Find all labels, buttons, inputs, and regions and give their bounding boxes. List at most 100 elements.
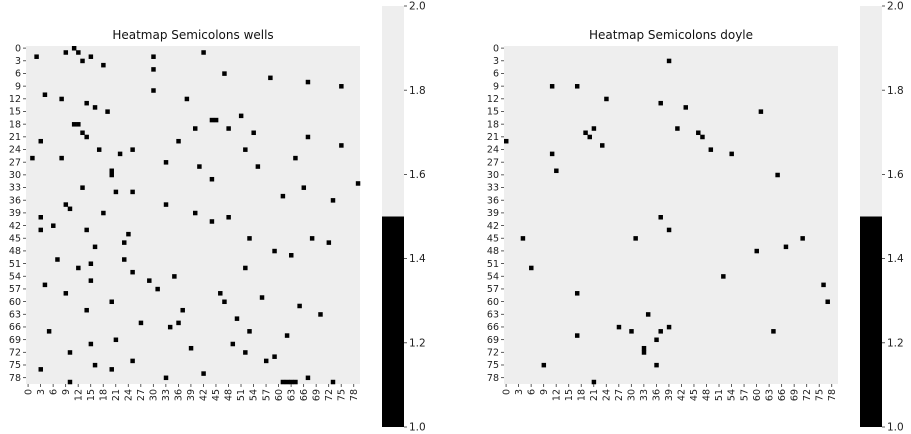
y-tick-label: 57 — [9, 284, 21, 295]
heatmap-cell — [280, 379, 286, 385]
heatmap-cell — [305, 134, 311, 140]
y-tick-label: 48 — [9, 246, 21, 257]
heatmap-background — [504, 46, 838, 384]
y-tick-label: 24 — [9, 145, 21, 156]
y-tick-label: 30 — [9, 170, 21, 181]
heatmap-cell — [176, 320, 181, 326]
y-tick-label: 3 — [15, 56, 21, 67]
x-tick-label: 66 — [299, 389, 310, 401]
y-tick-label: 69 — [487, 335, 499, 346]
colorbar-tick-label: 1.2 — [409, 337, 426, 349]
heatmap-cell — [226, 126, 231, 131]
heatmap-cell — [63, 202, 69, 207]
heatmap-cell — [172, 274, 177, 279]
heatmap-cell — [658, 329, 663, 334]
heatmap-cell — [825, 299, 830, 305]
heatmap-cell — [184, 96, 190, 102]
heatmap-cell — [193, 210, 198, 216]
heatmap-cell — [67, 379, 73, 385]
y-tick-label: 75 — [487, 360, 499, 371]
heatmap-cell — [591, 126, 597, 131]
y-tick-label: 12 — [487, 94, 499, 105]
y-tick-label: 51 — [487, 259, 499, 270]
heatmap-cell — [574, 291, 580, 296]
x-tick-label: 27 — [614, 389, 625, 401]
heatmap-cell — [42, 92, 48, 97]
heatmap-cell — [272, 248, 277, 254]
heatmap-cell — [167, 324, 173, 330]
heatmap-cell — [130, 269, 135, 275]
heatmap-cell — [163, 160, 169, 165]
heatmap-cell — [339, 84, 344, 89]
y-tick-label: 36 — [487, 195, 499, 206]
heatmap-cell — [633, 236, 638, 241]
x-tick-label: 63 — [286, 389, 297, 401]
heatmap-cell — [84, 100, 89, 106]
heatmap-cell — [293, 379, 298, 385]
heatmap-cell — [197, 164, 202, 169]
colorbar-tick-label: 1.2 — [887, 337, 904, 349]
x-tick-label: 75 — [336, 389, 347, 401]
heatmap-cell — [84, 227, 89, 233]
heatmap-1: Heatmap Semicolons wells0369121518212427… — [9, 1, 426, 434]
x-tick-label: 48 — [224, 389, 235, 401]
heatmap-cell — [101, 62, 106, 68]
heatmap-cell — [700, 134, 705, 140]
heatmap-cell — [272, 354, 277, 359]
y-tick-label: 18 — [9, 119, 21, 130]
y-tick-label: 36 — [9, 195, 21, 206]
heatmap-cell — [113, 337, 119, 343]
heatmap-cell — [301, 185, 307, 190]
heatmap-cell — [76, 265, 81, 271]
heatmap-cell — [80, 58, 85, 64]
heatmap-cell — [80, 185, 85, 190]
heatmap-cell — [591, 379, 597, 385]
heatmap-cell — [696, 130, 701, 136]
x-tick-label: 57 — [739, 389, 750, 401]
heatmap-cell — [55, 257, 60, 262]
heatmap-cell — [654, 362, 659, 368]
heatmap-cell — [775, 172, 780, 178]
heatmap-cell — [188, 345, 194, 351]
y-tick-label: 18 — [487, 119, 499, 130]
heatmap-cell — [38, 138, 43, 144]
x-tick-label: 33 — [161, 389, 172, 401]
heatmap-cell — [113, 189, 119, 195]
heatmap-cell — [284, 333, 290, 338]
y-tick-label: 45 — [487, 233, 499, 244]
y-tick-label: 0 — [493, 43, 499, 54]
heatmap-cell — [151, 67, 156, 72]
x-tick-label: 24 — [601, 389, 612, 401]
heatmap-cell — [59, 155, 64, 161]
heatmap-cell — [222, 71, 227, 76]
heatmap-cell — [96, 147, 102, 152]
heatmap-cell — [251, 130, 256, 136]
heatmap-cell — [259, 295, 265, 300]
heatmap-cell — [297, 303, 302, 309]
y-tick-label: 0 — [15, 43, 21, 54]
heatmap-cell — [721, 274, 726, 279]
x-tick-label: 9 — [61, 389, 72, 395]
heatmap-cell — [554, 168, 559, 174]
heatmap-cell — [130, 147, 135, 152]
y-tick-label: 72 — [487, 348, 499, 359]
x-tick-label: 42 — [677, 389, 688, 401]
y-tick-label: 54 — [9, 271, 21, 282]
heatmap-cell — [209, 219, 215, 224]
heatmap-cell — [654, 337, 659, 343]
heatmap-cell — [326, 240, 332, 245]
heatmap-cell — [155, 286, 160, 292]
heatmap-cell — [587, 134, 592, 140]
x-tick-label: 33 — [639, 389, 650, 401]
x-tick-label: 0 — [501, 389, 512, 395]
heatmap-cell — [67, 206, 73, 212]
heatmap-cell — [645, 312, 651, 317]
colorbar-tick-label: 1.6 — [409, 169, 426, 181]
heatmap-cell — [76, 122, 81, 127]
heatmap-cell — [708, 147, 714, 152]
colorbar: 2.0 1.8 1.6 1.4 1.2 1.0 — [382, 1, 426, 434]
x-tick-label: 30 — [627, 389, 638, 401]
x-tick-label: 63 — [764, 389, 775, 401]
chart-title: Heatmap Semicolons doyle — [589, 28, 753, 42]
heatmap-cell — [504, 138, 509, 144]
